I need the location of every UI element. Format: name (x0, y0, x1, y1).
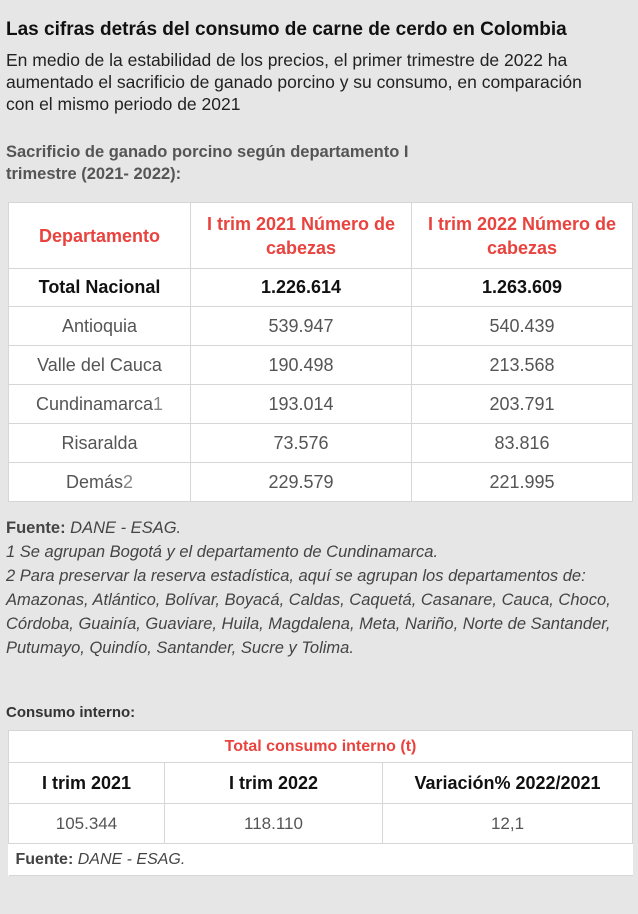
value-2021: 539.947 (190, 306, 412, 346)
column-header: I trim 2022 Número de cabezas (411, 202, 633, 269)
source-label: Fuente: (15, 850, 74, 868)
source-label: Fuente: (6, 519, 66, 537)
table-row: 105.344 118.110 12,1 (8, 803, 634, 844)
source-line: Fuente: DANE - ESAG. (6, 516, 616, 540)
footnote-marker: 1 (153, 393, 164, 414)
department-label: Valle del Cauca (37, 354, 162, 375)
sacrificio-table: Departamento I trim 2021 Número de cabez… (8, 202, 633, 502)
value-2021: 73.576 (190, 423, 412, 463)
footnotes: Fuente: DANE - ESAG. 1 Se agrupan Bogotá… (6, 516, 616, 660)
footnote-1: 1 Se agrupan Bogotá y el departamento de… (6, 543, 439, 561)
consumo-table: Total consumo interno (t) I trim 2021 I … (7, 730, 634, 876)
section-title-consumo: Consumo interno: (6, 704, 136, 721)
table-header-row: I trim 2021 I trim 2022 Variación% 2022/… (8, 762, 634, 804)
value-2022: 203.791 (411, 384, 633, 424)
variation-value: 12,1 (381, 803, 634, 844)
department-label: Demás (65, 471, 123, 492)
table-row: Demás2 229.579 221.995 (8, 462, 633, 502)
department-cell: Antioquia (8, 306, 191, 346)
table-title-row: Total consumo interno (t) (7, 730, 634, 763)
total-label: Total Nacional (8, 268, 191, 307)
department-label: Antioquia (61, 315, 138, 336)
total-value-2021: 1.226.614 (190, 268, 412, 307)
source-row: Fuente: DANE - ESAG. (8, 843, 633, 876)
table-row: Risaralda 73.576 83.816 (8, 423, 633, 463)
total-row: Total Nacional 1.226.614 1.263.609 (8, 268, 633, 307)
total-value-2022: 1.263.609 (411, 268, 633, 307)
column-header: I trim 2021 Número de cabezas (190, 202, 412, 269)
table-row: Cundinamarca1 193.014 203.791 (8, 384, 633, 424)
section-title-sacrificio: Sacrificio de ganado porcino según depar… (6, 143, 409, 183)
value-2021: 190.498 (190, 345, 412, 385)
department-cell: Cundinamarca1 (8, 384, 191, 424)
department-cell: Risaralda (8, 423, 191, 463)
page-subtitle: En medio de la estabilidad de los precio… (6, 50, 582, 114)
department-cell: Demás2 (8, 462, 191, 502)
value-2022: 221.995 (411, 462, 633, 502)
table-title: Total consumo interno (t) (7, 730, 634, 763)
column-header: I trim 2021 (8, 762, 165, 804)
column-header: Departamento (8, 202, 191, 269)
department-cell: Valle del Cauca (8, 345, 191, 385)
value-2022: 540.439 (411, 306, 633, 346)
table-row: Antioquia 539.947 540.439 (8, 306, 633, 346)
value-2022: 118.110 (164, 803, 383, 844)
value-2021: 229.579 (190, 462, 412, 502)
source-cell: Fuente: DANE - ESAG. (8, 843, 633, 876)
column-header: Variación% 2022/2021 (381, 762, 634, 804)
page-title: Las cifras detrás del consumo de carne d… (6, 19, 567, 40)
table-row: Valle del Cauca 190.498 213.568 (8, 345, 633, 385)
department-label: Cundinamarca (35, 393, 154, 414)
footnote-marker: 2 (123, 471, 134, 492)
value-2021: 193.014 (190, 384, 412, 424)
footnote-2: 2 Para preservar la reserva estadística,… (6, 567, 611, 657)
column-header: I trim 2022 (164, 762, 383, 804)
value-2021: 105.344 (8, 803, 165, 844)
source-text: DANE - ESAG. (65, 519, 182, 537)
department-label: Risaralda (61, 432, 138, 453)
value-2022: 213.568 (411, 345, 633, 385)
table-header-row: Departamento I trim 2021 Número de cabez… (8, 202, 633, 269)
source-text: DANE - ESAG. (73, 850, 186, 868)
value-2022: 83.816 (411, 423, 633, 463)
